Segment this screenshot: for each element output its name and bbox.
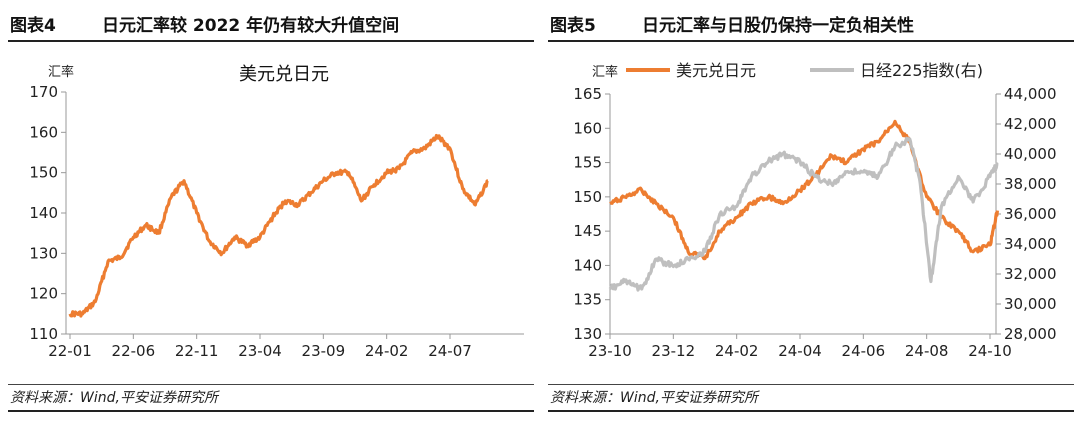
y-tick-label-left: 135: [573, 291, 602, 309]
figure-header: 图表4 日元汇率较 2022 年仍有较大升值空间: [8, 8, 534, 38]
bottom-rule: [548, 410, 1074, 412]
y-tick-label-right: 36,000: [1004, 205, 1057, 223]
y-tick-label-right: 44,000: [1004, 85, 1057, 103]
y-tick-label-left: 150: [573, 188, 602, 206]
y-tick-label: 170: [29, 83, 58, 101]
y-tick-label-left: 145: [573, 222, 602, 240]
y-tick-label-right: 30,000: [1004, 295, 1057, 313]
x-tick-label: 22-06: [112, 342, 156, 360]
x-tick-label: 24-07: [428, 342, 472, 360]
y-tick-label: 120: [29, 285, 58, 303]
y-tick-label: 110: [29, 325, 58, 343]
legend-label-nikkei: 日经225指数(右): [860, 61, 983, 80]
y-tick-label: 160: [29, 123, 58, 141]
figure-label: 图表5: [550, 15, 596, 36]
series-line-usd-jpy: [609, 119, 999, 261]
x-tick-label: 22-01: [48, 342, 92, 360]
x-tick-label: 23-04: [238, 342, 282, 360]
y-tick-label-left: 140: [573, 256, 602, 274]
chart-panel-left: 图表4 日元汇率较 2022 年仍有较大升值空间 汇率 美元兑日元 110 120 13…: [8, 0, 534, 423]
y-tick-label-left: 155: [573, 154, 602, 172]
x-tick-label: 24-10: [968, 342, 1012, 360]
x-tick-label: 23-12: [652, 342, 696, 360]
footer-rule: [548, 384, 1074, 385]
x-tick-label: 24-06: [842, 342, 886, 360]
x-tick-label: 24-02: [365, 342, 409, 360]
series-line-usd-jpy: [68, 133, 489, 318]
x-tick-label: 24-02: [715, 342, 759, 360]
legend-label-usd-jpy: 美元兑日元: [676, 61, 756, 80]
figure-label: 图表4: [10, 15, 56, 36]
usd-jpy-chart: 汇率 美元兑日元 110 120 130 140 150 160 170 22-01 22-06 22…: [29, 64, 524, 360]
figure-header: 图表5 日元汇率与日股仍保持一定负相关性: [548, 8, 1074, 38]
x-tick-label: 23-10: [588, 342, 632, 360]
y-tick-label-right: 34,000: [1004, 235, 1057, 253]
figure-title: 日元汇率与日股仍保持一定负相关性: [642, 15, 914, 36]
bottom-rule: [8, 410, 534, 412]
y-tick-label-right: 40,000: [1004, 145, 1057, 163]
source-note: 资料来源：Wind,平安证券研究所: [10, 390, 218, 406]
jpy-nikkei-chart: 汇率 美元兑日元 日经225指数(右) 130 135 140 145 150 155 160 16…: [573, 61, 1057, 360]
y-tick-label: 140: [29, 204, 58, 222]
figure-title: 日元汇率较 2022 年仍有较大升值空间: [102, 15, 400, 36]
y-tick-label-left: 130: [573, 325, 602, 343]
series-line-nikkei: [608, 136, 999, 292]
source-note: 资料来源：Wind,平安证券研究所: [550, 390, 758, 406]
x-tick-label: 23-09: [302, 342, 346, 360]
y-tick-label-right: 38,000: [1004, 175, 1057, 193]
y-tick-label: 130: [29, 244, 58, 262]
y-axis-label-left: 汇率: [592, 64, 618, 80]
y-tick-label-right: 42,000: [1004, 115, 1057, 133]
y-tick-label-right: 28,000: [1004, 325, 1057, 343]
x-tick-label: 24-08: [905, 342, 949, 360]
chart-title: 美元兑日元: [239, 64, 329, 85]
y-axis-label: 汇率: [48, 64, 74, 80]
header-rule: [8, 40, 534, 42]
chart-panel-right: 图表5 日元汇率与日股仍保持一定负相关性 汇率 美元兑日元 日经225指数(右) 13…: [548, 0, 1074, 423]
y-tick-label-left: 165: [573, 85, 602, 103]
y-tick-label: 150: [29, 164, 58, 182]
x-tick-label: 24-04: [778, 342, 822, 360]
footer-rule: [8, 384, 534, 385]
x-tick-label: 22-11: [175, 342, 219, 360]
y-tick-label-left: 160: [573, 119, 602, 137]
y-tick-label-right: 32,000: [1004, 265, 1057, 283]
header-rule: [548, 40, 1074, 42]
